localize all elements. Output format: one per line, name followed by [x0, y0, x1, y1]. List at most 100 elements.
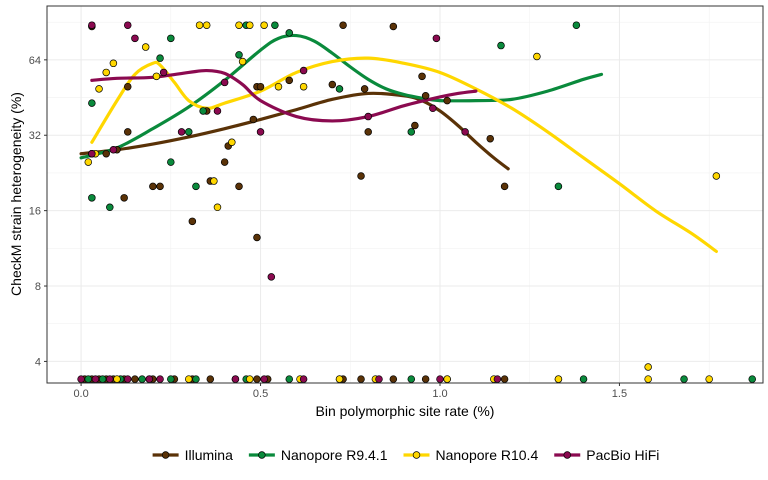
data-point-pacbio-hifi [91, 375, 100, 383]
data-point-nanopore-r10-4 [299, 82, 308, 91]
legend-label: Illumina [185, 447, 233, 463]
data-point-illumina [389, 22, 398, 31]
data-point-illumina [256, 82, 265, 91]
y-tick-label: 16 [29, 206, 41, 218]
data-point-nanopore-r10-4 [274, 82, 283, 91]
y-tick-label: 32 [29, 130, 41, 142]
data-point-nanopore-r9-4-1 [156, 54, 164, 62]
legend-key-point [412, 451, 421, 459]
data-point-nanopore-r9-4-1 [199, 107, 207, 115]
data-point-illumina [411, 121, 419, 130]
data-point-illumina [285, 76, 294, 85]
legend-item-nanopore-r9-4-1: Nanopore R9.4.1 [248, 447, 388, 463]
data-point-pacbio-hifi [88, 149, 96, 158]
data-point-pacbio-hifi [429, 104, 437, 113]
legend-label: Nanopore R9.4.1 [281, 447, 388, 463]
data-point-illumina [124, 128, 132, 136]
data-point-pacbio-hifi [213, 107, 222, 115]
data-point-nanopore-r9-4-1 [680, 375, 688, 383]
data-point-illumina [328, 80, 337, 89]
data-point-pacbio-hifi [159, 68, 168, 77]
data-point-nanopore-r9-4-1 [84, 375, 93, 383]
data-point-nanopore-r9-4-1 [138, 375, 146, 383]
data-point-nanopore-r9-4-1 [554, 182, 563, 191]
data-point-pacbio-hifi [461, 128, 469, 136]
data-point-pacbio-hifi [299, 375, 308, 383]
x-tick-label: 1.5 [612, 388, 627, 400]
legend-item-pacbio-hifi: PacBio HiFi [554, 447, 659, 463]
data-point-nanopore-r10-4 [644, 363, 652, 371]
data-point-nanopore-r9-4-1 [106, 203, 114, 212]
plot-panel-background [47, 6, 763, 383]
data-point-nanopore-r10-4 [141, 43, 150, 51]
data-point-pacbio-hifi [220, 78, 229, 87]
data-points [77, 21, 756, 383]
data-point-nanopore-r9-4-1 [497, 41, 505, 50]
data-point-nanopore-r10-4 [260, 21, 268, 29]
data-point-illumina [357, 375, 365, 383]
data-point-illumina [235, 182, 243, 191]
data-point-illumina [253, 233, 261, 242]
data-point-illumina [188, 217, 197, 226]
data-point-nanopore-r9-4-1 [167, 158, 175, 166]
data-point-pacbio-hifi [177, 128, 186, 136]
y-tick-label: 4 [35, 356, 41, 368]
data-point-illumina [339, 21, 347, 29]
data-point-illumina [220, 158, 229, 166]
data-point-nanopore-r9-4-1 [98, 375, 107, 383]
data-point-pacbio-hifi [231, 375, 240, 383]
grid-major [47, 6, 763, 383]
data-point-nanopore-r9-4-1 [192, 182, 200, 191]
data-point-nanopore-r9-4-1 [748, 375, 756, 383]
data-point-pacbio-hifi [436, 375, 444, 383]
data-point-nanopore-r9-4-1 [407, 128, 416, 136]
data-point-pacbio-hifi [145, 375, 154, 383]
data-point-nanopore-r9-4-1 [167, 34, 175, 43]
data-point-nanopore-r10-4 [246, 21, 254, 29]
data-point-illumina [131, 375, 139, 383]
data-point-nanopore-r10-4 [554, 375, 563, 383]
data-point-nanopore-r9-4-1 [271, 21, 279, 29]
data-point-pacbio-hifi [131, 34, 139, 43]
data-point-illumina [360, 85, 369, 93]
data-point-illumina [364, 128, 372, 136]
data-point-nanopore-r10-4 [113, 375, 121, 383]
data-point-nanopore-r9-4-1 [335, 85, 344, 93]
data-point-illumina [500, 375, 509, 383]
data-point-illumina [253, 375, 261, 383]
data-point-illumina [206, 375, 215, 383]
data-point-nanopore-r10-4 [102, 68, 110, 77]
x-tick-label: 0.5 [253, 388, 268, 400]
y-tick-label: 64 [29, 55, 41, 67]
data-point-pacbio-hifi [260, 375, 268, 383]
data-point-illumina [120, 194, 128, 202]
data-point-nanopore-r10-4 [705, 375, 713, 383]
data-point-nanopore-r9-4-1 [579, 375, 588, 383]
data-point-nanopore-r10-4 [213, 203, 222, 212]
data-point-pacbio-hifi [256, 128, 265, 136]
data-point-nanopore-r9-4-1 [185, 128, 193, 136]
data-point-nanopore-r9-4-1 [88, 194, 96, 202]
data-point-illumina [102, 149, 110, 158]
grid-minor [47, 6, 763, 383]
data-point-illumina [421, 375, 430, 383]
data-point-nanopore-r10-4 [95, 85, 103, 93]
data-point-illumina [124, 82, 132, 91]
data-point-nanopore-r9-4-1 [192, 375, 200, 383]
legend-key-point [161, 451, 170, 459]
data-point-nanopore-r9-4-1 [407, 375, 416, 383]
data-point-pacbio-hifi [364, 112, 372, 121]
data-point-pacbio-hifi [124, 21, 132, 29]
y-tick-label: 8 [35, 281, 41, 293]
data-point-nanopore-r10-4 [195, 21, 204, 29]
data-point-nanopore-r9-4-1 [167, 375, 175, 383]
data-point-nanopore-r10-4 [443, 375, 451, 383]
data-point-nanopore-r9-4-1 [285, 375, 294, 383]
data-point-illumina [249, 115, 258, 124]
data-point-nanopore-r10-4 [228, 138, 236, 147]
x-tick-label: 0.0 [73, 388, 88, 400]
data-point-illumina [421, 92, 430, 100]
data-point-pacbio-hifi [432, 34, 441, 43]
data-point-nanopore-r9-4-1 [235, 51, 243, 59]
